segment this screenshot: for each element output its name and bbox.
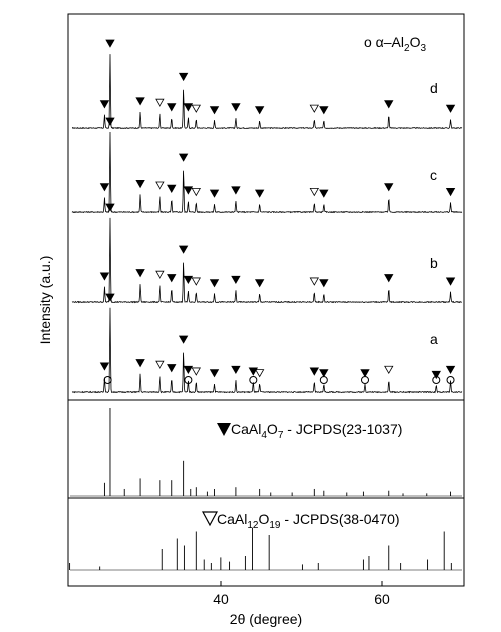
phase-marker-b-1	[99, 272, 110, 281]
legend-alpha-alumina: o α–Al2O3	[364, 34, 426, 54]
alpha-alumina-marker-2	[249, 376, 258, 384]
phase-marker-a-7	[191, 367, 201, 376]
phase-marker-b-10	[254, 279, 265, 288]
phase-marker-c-10	[254, 189, 265, 198]
phase-marker-b-7	[191, 277, 201, 286]
alpha-alumina-marker-3	[319, 376, 328, 384]
phase-marker-c-7	[191, 188, 201, 197]
alpha-alumina-marker-1	[184, 376, 193, 384]
phase-marker-b-14	[445, 277, 456, 286]
phase-marker-a-17	[445, 365, 456, 375]
series-label-b: b	[430, 255, 438, 271]
phase-marker-a-2	[135, 359, 145, 368]
series-label-c: c	[430, 167, 437, 183]
phase-marker-b-9	[231, 275, 241, 285]
phase-marker-c-0	[105, 117, 115, 126]
series-label-d: d	[430, 80, 438, 96]
phase-marker-a-0	[105, 293, 115, 302]
xrd-curves	[69, 54, 463, 571]
phase-marker-a-1	[99, 362, 110, 371]
xrd-trace-d	[71, 54, 463, 130]
xrd-trace-b	[71, 217, 462, 304]
phase-marker-b-4	[167, 274, 177, 283]
plot-frame	[67, 13, 465, 587]
phase-marker-b-0	[105, 203, 115, 212]
xrd-trace-c	[71, 131, 463, 214]
phase-marker-c-9	[231, 186, 241, 195]
phase-marker-d-0	[105, 39, 115, 48]
phase-marker-d-13	[384, 100, 394, 109]
phase-marker-b-12	[319, 279, 329, 288]
x-tick-label-40: 40	[213, 591, 229, 607]
phase-marker-c-13	[384, 183, 394, 192]
phase-marker-b-6	[183, 275, 194, 285]
reference-legend-calcium-aluminate-4-7: CaAl4O7 - JCPDS(23-1037)	[217, 421, 402, 441]
phase-marker-d-10	[254, 106, 265, 115]
alpha-alumina-marker-5	[432, 376, 441, 384]
phase-marker-c-12	[319, 189, 329, 198]
series-label-a: a	[430, 331, 438, 347]
phase-marker-a-9	[231, 365, 241, 375]
phase-marker-d-9	[231, 103, 241, 112]
alpha-alumina-marker-4	[361, 376, 369, 384]
phase-marker-b-3	[155, 270, 165, 280]
phase-marker-b-2	[135, 269, 145, 278]
phase-marker-a-16	[431, 370, 441, 380]
phase-marker-c-11	[309, 188, 320, 197]
phase-marker-a-3	[155, 360, 165, 370]
phase-marker-a-5	[178, 335, 189, 344]
phase-marker-c-8	[209, 189, 220, 198]
phase-marker-a-6	[183, 365, 194, 375]
phase-marker-c-3	[155, 181, 165, 190]
svg-text:CaAl4O7 - JCPDS(23-1037): CaAl4O7 - JCPDS(23-1037)	[231, 421, 402, 441]
phase-marker-a-11	[254, 369, 265, 378]
filled-triangle-icon	[217, 423, 231, 436]
y-axis-label: Intensity (a.u.)	[37, 256, 53, 345]
svg-text:CaAl12O19 - JCPDS(38-0470): CaAl12O19 - JCPDS(38-0470)	[217, 511, 400, 531]
phase-marker-a-15	[384, 365, 394, 375]
reference-legend-calcium-aluminate-12-19: CaAl12O19 - JCPDS(38-0470)	[201, 511, 400, 531]
phase-marker-a-12	[309, 367, 320, 376]
x-axis-label: 2θ (degree)	[230, 611, 302, 627]
phase-marker-d-12	[319, 106, 329, 115]
phase-marker-b-8	[209, 279, 220, 288]
phase-marker-a-13	[319, 369, 329, 378]
phase-marker-c-5	[178, 153, 189, 162]
phase-marker-d-14	[445, 104, 456, 113]
phase-marker-d-8	[209, 106, 220, 115]
phase-marker-d-4	[167, 103, 177, 112]
phase-marker-b-13	[384, 274, 394, 283]
phase-marker-d-1	[99, 100, 110, 109]
phase-marker-c-1	[99, 183, 110, 192]
phase-marker-d-11	[309, 104, 320, 113]
phase-marker-c-14	[445, 188, 456, 197]
phase-marker-c-6	[183, 186, 194, 195]
phase-marker-d-7	[191, 104, 201, 113]
phase-marker-c-4	[167, 184, 177, 194]
open-triangle-icon	[201, 511, 219, 527]
phase-markers	[99, 39, 456, 384]
phase-marker-d-2	[135, 97, 145, 106]
phase-marker-d-6	[183, 103, 194, 112]
phase-marker-b-11	[309, 277, 320, 286]
alpha-alumina-marker-6	[446, 376, 455, 384]
phase-marker-a-4	[167, 364, 177, 373]
phase-marker-a-10	[248, 367, 259, 376]
x-tick-label-60: 60	[374, 591, 390, 607]
phase-marker-a-8	[209, 369, 220, 378]
xrd-trace-a	[71, 307, 463, 394]
phase-marker-d-5	[178, 72, 189, 82]
phase-marker-a-14	[360, 369, 370, 378]
phase-marker-c-2	[135, 180, 145, 189]
alpha-alumina-marker-0	[103, 376, 112, 384]
phase-marker-b-5	[178, 245, 189, 254]
phase-marker-d-3	[155, 98, 165, 108]
